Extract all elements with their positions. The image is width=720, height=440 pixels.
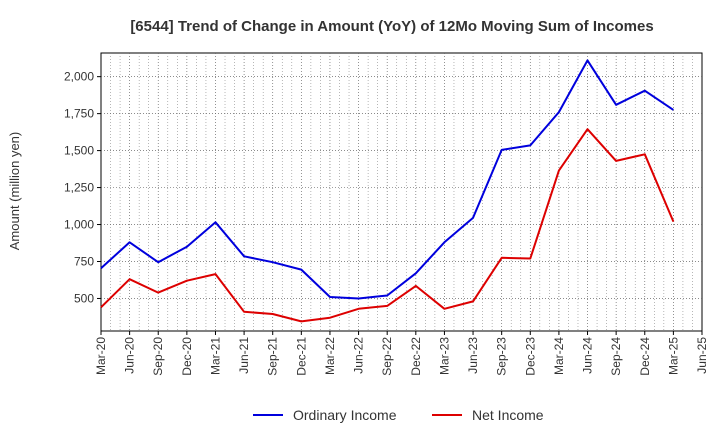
plot-frame <box>100 52 703 332</box>
y-tick-label: 750 <box>74 255 94 269</box>
x-tick-label: Sep-23 <box>495 337 509 376</box>
y-tick-label: 500 <box>74 291 94 305</box>
x-tick-label: Dec-22 <box>409 337 423 376</box>
x-tick-label: Jun-20 <box>123 337 137 374</box>
x-tick-label: Sep-21 <box>266 337 280 376</box>
x-tick-label: Dec-23 <box>523 337 537 376</box>
x-tick-label: Mar-23 <box>437 337 451 375</box>
x-tick-label: Mar-24 <box>552 337 566 375</box>
plot-area <box>100 52 703 332</box>
ordinary-income-line <box>100 59 674 300</box>
x-tick-label: Mar-22 <box>323 337 337 375</box>
x-tick-label: Sep-24 <box>609 337 623 376</box>
y-axis-label: Amount (million yen) <box>7 132 22 251</box>
x-tick-label: Jun-22 <box>352 337 366 374</box>
x-tick-label: Dec-20 <box>180 337 194 376</box>
x-tick-label: Jun-25 <box>695 337 709 374</box>
y-tick-label: 1,500 <box>64 144 94 158</box>
x-tick-label: Sep-22 <box>380 337 394 376</box>
x-tick-label: Jun-24 <box>581 337 595 374</box>
y-axis: 500 750 1,000 1,250 1,500 1,750 2,000 <box>64 70 101 305</box>
x-tick-label: Mar-21 <box>208 337 222 375</box>
y-tick-label: 1,000 <box>64 218 94 232</box>
x-axis: Mar-20 Jun-20 Sep-20 Dec-20 Mar-21 Jun-21 Sep-… <box>94 331 709 376</box>
chart-title: [6544] Trend of Change in Amount (YoY) o… <box>130 18 653 35</box>
ordinary-income-legend-label: Ordinary Income <box>293 407 397 423</box>
y-tick-label: 1,250 <box>64 181 94 195</box>
net-income-line <box>100 128 675 323</box>
x-tick-label: Jun-21 <box>237 337 251 374</box>
y-tick-label: 2,000 <box>64 70 94 84</box>
series-layer <box>100 59 675 323</box>
legend: Ordinary Income Net Income <box>253 407 544 423</box>
net-income-legend-label: Net Income <box>472 407 544 423</box>
x-tick-label: Mar-20 <box>94 337 108 375</box>
y-tick-label: 1,750 <box>64 107 94 121</box>
x-tick-label: Dec-24 <box>638 337 652 376</box>
x-tick-label: Sep-20 <box>151 337 165 376</box>
x-tick-label: Dec-21 <box>294 337 308 376</box>
x-tick-label: Jun-23 <box>466 337 480 374</box>
x-tick-label: Mar-25 <box>666 337 680 375</box>
